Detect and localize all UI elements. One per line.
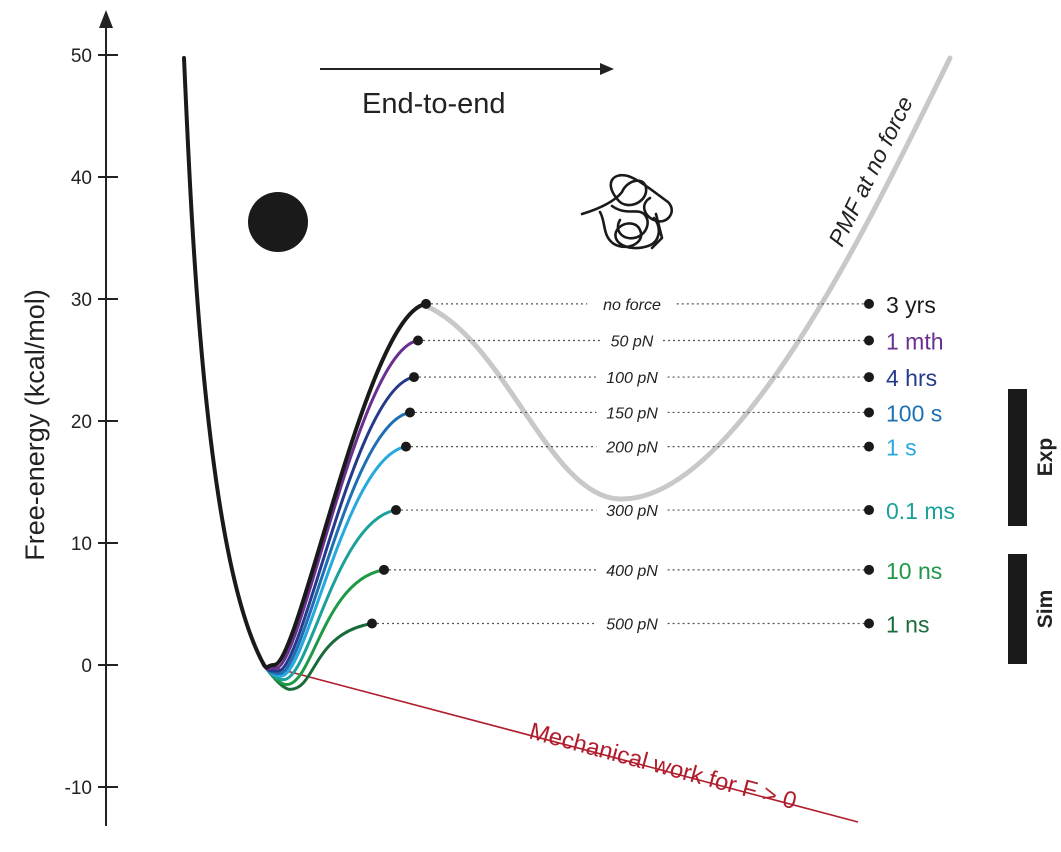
time-dot	[864, 407, 874, 418]
y-tick-label: -10	[65, 778, 92, 799]
time-dot	[864, 441, 874, 452]
y-tick-label: 10	[71, 534, 92, 555]
unfolded-coil-icon	[580, 173, 674, 250]
force-row: 50 pN 1 mth	[413, 328, 944, 354]
y-tick-label: 0	[81, 656, 92, 677]
force-curve	[262, 338, 420, 671]
time-dot	[864, 335, 874, 346]
force-label: no force	[603, 297, 661, 314]
force-curve	[262, 375, 416, 673]
y-tick-label: 20	[71, 412, 92, 433]
exp-bar	[1008, 389, 1027, 526]
force-row: 400 pN 10 ns	[379, 558, 942, 584]
mechanical-work-line	[263, 664, 859, 823]
folded-state-icon	[248, 192, 308, 252]
force-label: 400 pN	[606, 563, 658, 580]
exp-bar-group: Exp	[1008, 389, 1057, 526]
force-curves	[262, 301, 428, 691]
unfolding-time-label: 0.1 ms	[886, 498, 955, 524]
force-label: 100 pN	[606, 370, 658, 387]
force-row: 200 pN 1 s	[401, 435, 917, 461]
force-label: 200 pN	[605, 440, 658, 457]
unfolding-time-label: 1 ns	[886, 612, 929, 638]
barrier-dot	[409, 372, 419, 383]
y-tick-label: 50	[71, 46, 92, 67]
time-dot	[864, 372, 874, 383]
y-axis-arrowhead	[99, 10, 113, 28]
barrier-dot	[379, 564, 389, 575]
sim-bar-group: Sim	[1008, 554, 1057, 664]
force-row: no force 3 yrs	[421, 292, 936, 318]
time-dot	[864, 505, 874, 516]
y-ticks: 50 40 30 20 10 0 -10	[65, 46, 118, 799]
y-tick-label: 40	[71, 168, 92, 189]
force-label: 300 pN	[606, 503, 658, 520]
pmf-left-wall	[182, 56, 266, 667]
force-label: 150 pN	[606, 405, 658, 422]
time-dot	[864, 298, 874, 309]
y-axis: 50 40 30 20 10 0 -10 Free-energy (kcal/mol)	[20, 10, 118, 826]
pmf-no-force-curve	[423, 55, 953, 502]
force-row: 100 pN 4 hrs	[409, 365, 937, 391]
force-rows: no force 3 yrs 50 pN 1 mth 100 pN 4 hrs 150 pN…	[367, 292, 955, 638]
force-curve	[262, 410, 412, 676]
y-tick-label: 30	[71, 290, 92, 311]
unfolding-time-label: 100 s	[886, 400, 942, 426]
unfolding-time-label: 1 mth	[886, 328, 944, 354]
force-row: 300 pN 0.1 ms	[391, 498, 955, 524]
barrier-dot	[367, 618, 377, 629]
unfolding-time-label: 3 yrs	[886, 292, 936, 318]
force-label: 500 pN	[606, 617, 658, 634]
barrier-dot	[421, 298, 431, 309]
unfolding-time-label: 10 ns	[886, 558, 942, 584]
direction-label: End-to-end	[362, 88, 506, 120]
exp-bar-label: Exp	[1034, 438, 1057, 477]
barrier-dot	[413, 335, 423, 346]
time-dot	[864, 618, 874, 629]
direction-arrow: End-to-end	[320, 63, 614, 120]
pmf-label: PMF at no force	[823, 92, 918, 250]
unfolding-time-label: 1 s	[886, 435, 917, 461]
sim-bar-label: Sim	[1034, 590, 1057, 629]
mechanical-work-label: Mechanical work for F > 0	[526, 718, 799, 815]
y-axis-title: Free-energy (kcal/mol)	[20, 289, 50, 561]
unfolding-time-label: 4 hrs	[886, 365, 937, 391]
force-curve	[262, 301, 428, 670]
force-label: 50 pN	[611, 333, 654, 350]
time-dot	[864, 564, 874, 575]
barrier-dot	[401, 441, 411, 452]
barrier-dot	[405, 407, 415, 418]
force-row: 150 pN 100 s	[405, 400, 942, 426]
sim-bar	[1008, 554, 1027, 664]
force-row: 500 pN 1 ns	[367, 612, 929, 638]
barrier-dot	[391, 505, 401, 516]
